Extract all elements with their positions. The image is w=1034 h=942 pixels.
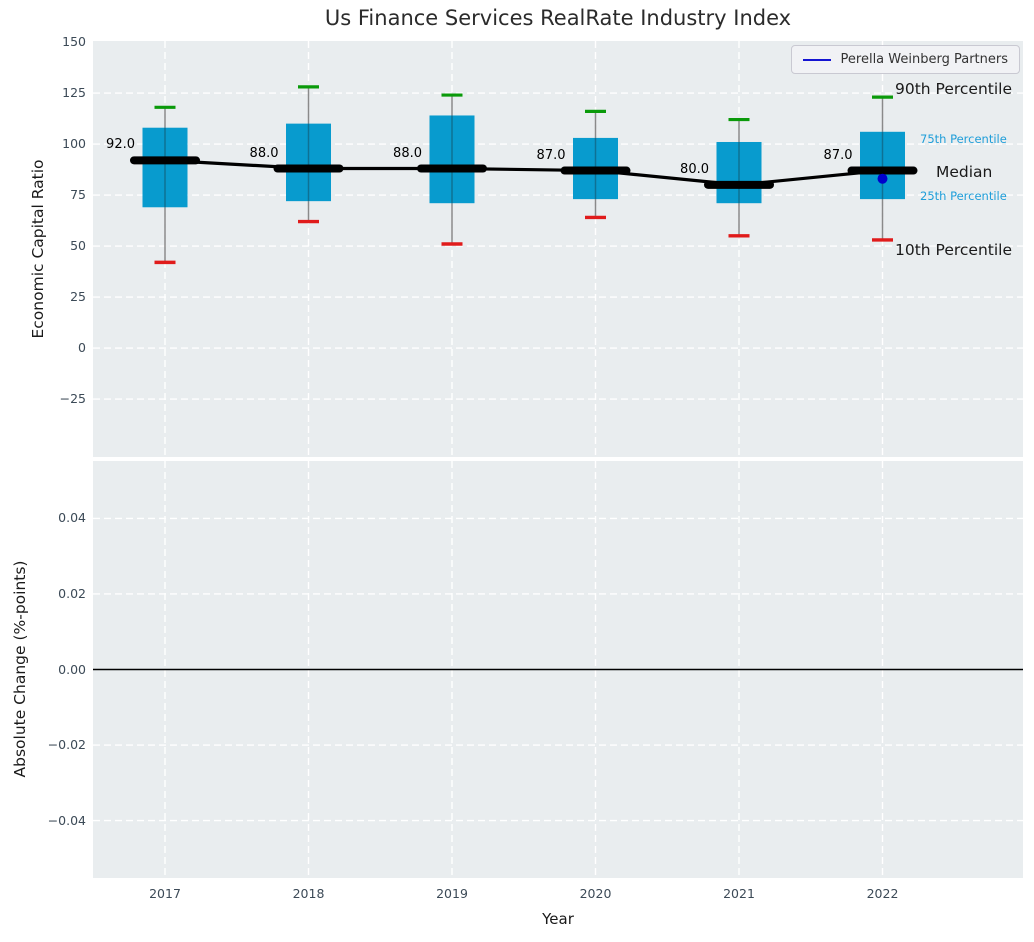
ytick-top: 150	[0, 34, 86, 50]
chart-title: Us Finance Services RealRate Industry In…	[93, 6, 1023, 30]
y-axis-label-top: Economic Capital Ratio	[29, 159, 47, 338]
xtick-year: 2021	[694, 886, 784, 901]
company-point	[878, 174, 888, 184]
median-value-label: 87.0	[506, 148, 566, 164]
median-value-label: 88.0	[362, 146, 422, 162]
ytick-top: 125	[0, 85, 86, 101]
percentile-label-median: Median	[936, 163, 992, 181]
ytick-top: 100	[0, 136, 86, 152]
change-canvas	[93, 461, 1023, 878]
median-value-label: 87.0	[793, 148, 853, 164]
xtick-year: 2022	[838, 886, 928, 901]
legend: Perella Weinberg Partners	[791, 45, 1020, 74]
percentile-label-p10: 10th Percentile	[895, 241, 1012, 259]
xtick-year: 2019	[407, 886, 497, 901]
median-connector-line	[165, 160, 883, 184]
ytick-top: 0	[0, 340, 86, 356]
bottom-axes-absolute-change	[93, 461, 1023, 878]
boxplot-canvas	[93, 41, 1023, 457]
figure: Us Finance Services RealRate Industry In…	[0, 0, 1034, 942]
legend-line-icon	[803, 59, 831, 61]
percentile-label-p90: 90th Percentile	[895, 80, 1012, 98]
median-value-label: 80.0	[649, 162, 709, 178]
median-value-label: 88.0	[219, 146, 279, 162]
ytick-bottom: −0.04	[0, 813, 86, 829]
legend-label: Perella Weinberg Partners	[841, 52, 1008, 67]
xtick-year: 2017	[120, 886, 210, 901]
percentile-label-p75: 75th Percentile	[920, 132, 1007, 146]
percentile-label-p25: 25th Percentile	[920, 189, 1007, 203]
xtick-year: 2018	[264, 886, 354, 901]
x-axis-label: Year	[93, 910, 1023, 928]
ytick-top: −25	[0, 391, 86, 407]
top-axes-economic-capital-ratio: Perella Weinberg Partners 92.088.088.087…	[93, 41, 1023, 457]
ytick-bottom: 0.04	[0, 510, 86, 526]
y-axis-label-bottom: Absolute Change (%-points)	[11, 561, 29, 778]
xtick-year: 2020	[551, 886, 641, 901]
